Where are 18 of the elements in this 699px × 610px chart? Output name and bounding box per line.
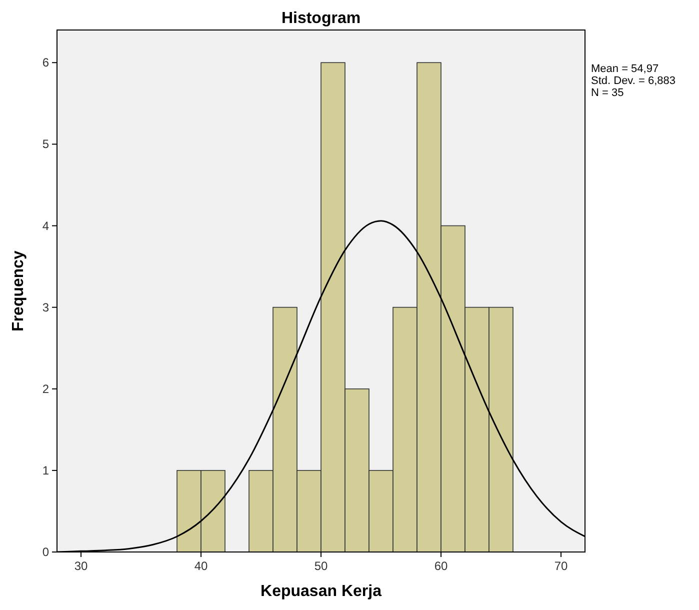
x-axis-title: Kepuasan Kerja: [260, 583, 382, 600]
y-tick-label: 1: [42, 463, 50, 478]
y-axis-title: Frequency: [10, 250, 27, 332]
x-tick-label: 30: [74, 559, 88, 573]
x-tick-label: 50: [314, 559, 328, 573]
y-tick-label: 4: [42, 218, 50, 233]
y-tick-label: 5: [42, 137, 50, 152]
y-tick-label: 2: [42, 382, 50, 396]
x-tick-label: 60: [434, 559, 448, 573]
text: N = 35: [591, 87, 624, 99]
y-tick-label: 6: [42, 56, 50, 70]
x-tick-label: 70: [554, 559, 568, 573]
x-tick-label: 40: [194, 559, 208, 573]
y-tick-label: 3: [42, 300, 50, 314]
text: Std. Dev. = 6,883: [591, 75, 676, 87]
text: Mean = 54,97: [591, 63, 659, 75]
y-tick-label: 0: [42, 545, 50, 559]
chart-title: Histogram: [281, 10, 361, 27]
